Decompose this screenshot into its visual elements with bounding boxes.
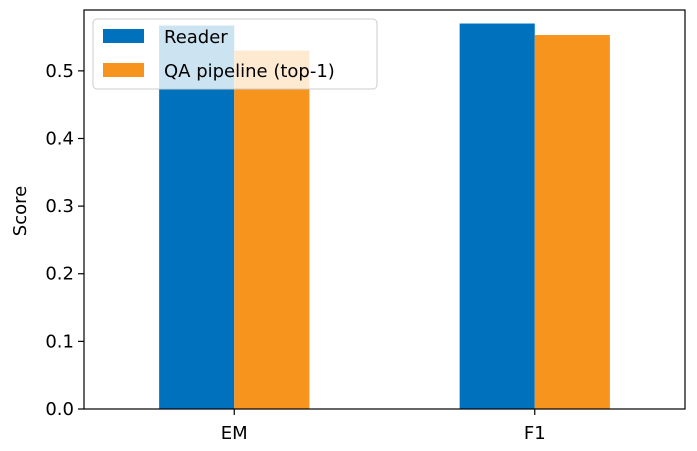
legend-label-qa-pipeline: QA pipeline (top-1) (164, 61, 335, 82)
bar-f1-series-0 (459, 23, 535, 410)
x-axis-ticks: EM F1 (221, 409, 546, 444)
y-tick-label: 0.3 (45, 196, 74, 217)
legend: Reader QA pipeline (top-1) (92, 18, 378, 90)
y-axis-ticks: 0.0 0.1 0.2 0.3 0.4 0.5 (45, 61, 84, 420)
y-axis-label: Score (10, 186, 31, 236)
y-tick-label: 0.0 (45, 399, 74, 420)
x-tick-label-f1: F1 (524, 423, 546, 444)
y-tick-label: 0.2 (45, 264, 74, 285)
y-tick-label: 0.1 (45, 331, 74, 352)
plot-frame (83, 9, 686, 410)
legend-swatch-reader (103, 29, 144, 43)
legend-label-reader: Reader (164, 27, 228, 48)
bar-em-series-1 (234, 50, 310, 409)
x-tick-label-em: EM (221, 423, 248, 444)
y-tick-label: 0.5 (45, 61, 74, 82)
bar-f1-series-1 (534, 35, 610, 410)
legend-swatch-qa-pipeline (103, 63, 144, 77)
y-tick-label: 0.4 (45, 128, 74, 149)
legend-box (92, 18, 378, 90)
